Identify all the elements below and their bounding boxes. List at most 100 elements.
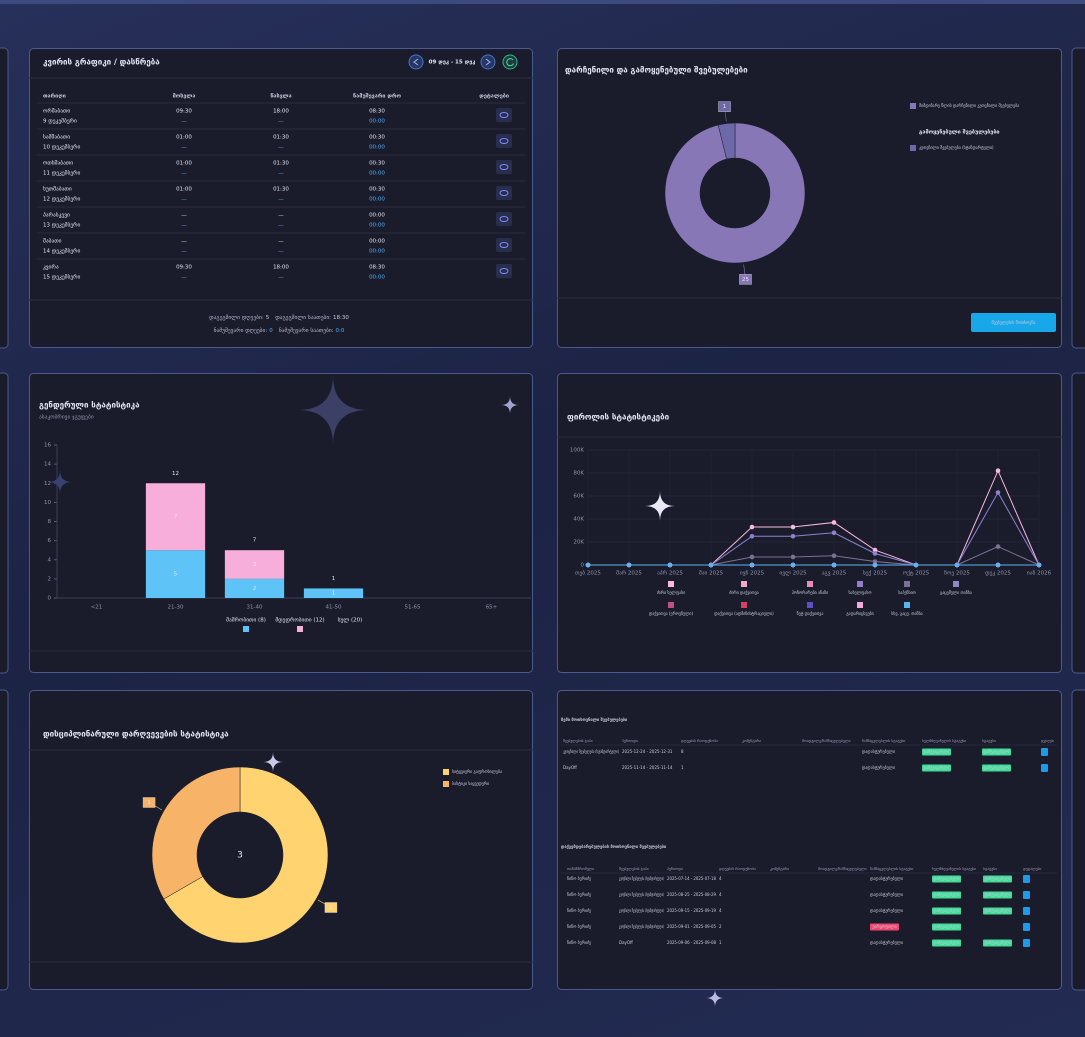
discipline-panel: დისციპლინარული დარღვევების სტატისტიკა 2 სი… <box>29 690 533 990</box>
label-box <box>324 902 338 913</box>
check-out: 18:00 <box>273 265 289 271</box>
chart-title: ფიროლის სტატისტიკები <box>567 412 670 422</box>
details-button[interactable] <box>1041 764 1048 772</box>
slice-label: 2 <box>329 905 333 911</box>
series-point <box>790 562 796 568</box>
details-button[interactable] <box>1023 907 1030 915</box>
summary-label: დაგეგმილი დღეები: <box>209 314 264 321</box>
series-point <box>749 524 755 530</box>
details-button[interactable] <box>496 108 512 122</box>
worked-hours: 00:00 <box>369 249 385 255</box>
donut-slice <box>664 122 806 264</box>
label-box <box>142 797 156 808</box>
bar-total-label: 7 <box>253 538 257 544</box>
column-header: მოსვლა <box>173 94 196 100</box>
status-badge-label: დამტკიცებული <box>934 892 960 897</box>
legend-swatch <box>857 602 863 608</box>
check-out: 01:30 <box>273 161 289 167</box>
status-badge <box>982 764 1011 772</box>
status-badge <box>932 939 961 947</box>
legend-swatch <box>741 602 747 608</box>
bar-segment <box>224 578 285 598</box>
leave-card: დარჩენილი და გამოყენებული შვებულებები 25 მ… <box>557 48 1062 348</box>
table-header: დეტალები <box>1023 867 1041 871</box>
y-tick-label: 0 <box>581 563 585 569</box>
status-badge <box>983 891 1012 899</box>
check-out: — <box>278 239 284 245</box>
bar-value-label: 1 <box>332 591 336 597</box>
table-header: პერიოდი <box>622 739 638 743</box>
details-button[interactable] <box>1023 939 1030 947</box>
label-box <box>739 274 752 285</box>
details-button[interactable] <box>1023 891 1030 899</box>
status-badge <box>983 939 1012 947</box>
table-cell: 1 <box>719 940 722 945</box>
next-week-button[interactable] <box>480 54 496 70</box>
table-cell: დადასტურებული <box>870 892 903 897</box>
series-point <box>708 562 714 568</box>
details-button[interactable] <box>1023 923 1030 931</box>
eye-icon <box>499 138 509 144</box>
details-button[interactable] <box>496 186 512 200</box>
bar-value-label: 2 <box>253 586 257 592</box>
legend-group: გამოყენებული შვებულებები <box>919 130 1000 136</box>
table-cell: DayOff <box>619 940 633 945</box>
table-header: დღეების რაოდენობა <box>719 867 756 871</box>
details-button[interactable] <box>496 160 512 174</box>
x-tick-label: აპრ 2025 <box>657 570 683 577</box>
legend-label: სასტიკი საყვედური <box>452 781 489 786</box>
check-in: 01:00 <box>176 135 192 141</box>
table-cell: DayOff <box>563 765 577 770</box>
table-cell: 2025-09-01 - 2025-09-05 <box>667 924 716 929</box>
y-tick-label: 40K <box>573 517 584 523</box>
gender-panel: გენდერული სტატისტიკა ასაკობრივი ჯგუფები 0 2… <box>29 373 533 673</box>
legend-label: სიტყვიერი გაფრთხილება <box>452 769 502 774</box>
details-button[interactable] <box>496 238 512 252</box>
day-date: 14 დეკემბერი <box>43 248 81 255</box>
eye-icon <box>499 268 509 274</box>
details-button[interactable] <box>496 264 512 278</box>
refresh-button[interactable] <box>502 54 518 70</box>
status-badge-label: დამტკიცებული <box>934 940 960 945</box>
status-badge-label: დამტკიცებული <box>984 765 1010 770</box>
leave-request-button[interactable] <box>971 313 1056 332</box>
discipline-card: დისციპლინარული დარღვევების სტატისტიკა 2 სი… <box>29 690 533 990</box>
schedule-card: კვირის გრაფიკი / დასწრება 09 დეკ - 15 დეკ… <box>29 48 533 348</box>
y-tick-label: 14 <box>44 462 51 468</box>
legend-label: სხვ. გაცე. თანხა <box>891 611 922 616</box>
series-point <box>831 553 837 559</box>
status-badge <box>922 764 951 772</box>
check-out-actual: — <box>278 223 284 229</box>
day-date: 12 დეკემბერი <box>43 196 81 203</box>
x-tick-label: აგვ 2025 <box>822 571 847 577</box>
legend-swatch <box>297 626 303 632</box>
bar-value-label: 5 <box>174 572 178 578</box>
prev-week-button[interactable] <box>408 54 424 70</box>
details-button[interactable] <box>496 134 512 148</box>
table-header: სტატუსი <box>982 739 996 743</box>
planned-hours: 00:00 <box>369 239 385 245</box>
details-button[interactable] <box>1023 875 1030 883</box>
legend-label: გაცემული თანხა <box>940 590 972 595</box>
legend-swatch <box>910 145 916 151</box>
details-button[interactable] <box>496 212 512 226</box>
table-cell: კუთვნილი შვებულება (სტანდარტული) <box>563 749 619 754</box>
legend-swatch <box>953 581 959 587</box>
table-cell: 2025-07-14 - 2025-07-18 <box>667 876 716 881</box>
details-button[interactable] <box>1041 748 1048 756</box>
date-range: 09 დეკ - 15 დეკ <box>429 60 476 66</box>
legend-swatch <box>443 781 449 787</box>
check-out: — <box>278 213 284 219</box>
day-name: კვირა <box>43 264 59 271</box>
table-cell: 2025-12-24 - 2025-12-31 <box>622 749 673 754</box>
edge-panel <box>0 47 9 349</box>
y-tick-label: 0 <box>48 596 52 602</box>
check-in-actual: — <box>181 119 187 125</box>
legend-label: დაქვითვა (ეროვნული) <box>649 611 694 616</box>
check-in: — <box>181 239 187 245</box>
schedule-panel: კვირის გრაფიკი / დასწრება 09 დეკ - 15 დეკ… <box>29 48 533 348</box>
table-cell: 8 <box>681 749 684 754</box>
table-header: ხელმძღვანელის სტატუსი <box>922 739 966 743</box>
table-header: მოადგილე/ჩამნაცვლებელი <box>818 867 867 871</box>
